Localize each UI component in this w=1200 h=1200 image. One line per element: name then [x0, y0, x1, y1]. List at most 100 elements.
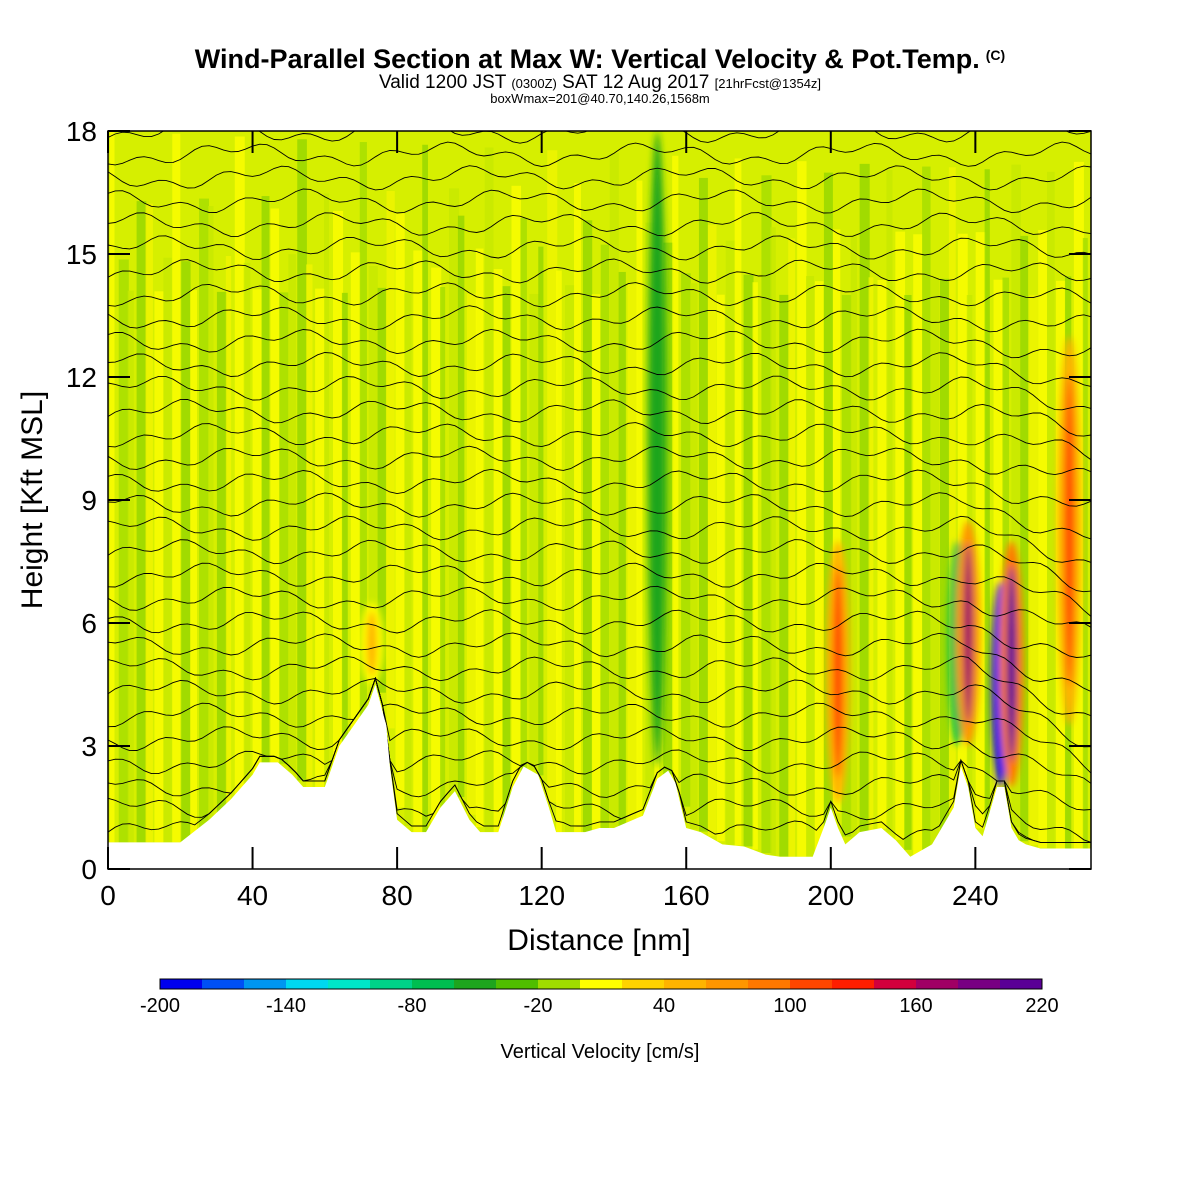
colorbar-swatch [580, 979, 623, 989]
velocity-band [457, 215, 465, 798]
theta-contour [108, 328, 1091, 359]
velocity-band [404, 293, 412, 826]
theta-contour [108, 235, 1091, 261]
velocity-band [743, 274, 754, 847]
velocity-band [823, 172, 833, 827]
velocity-band [957, 233, 968, 784]
colorbar-swatch [328, 979, 371, 989]
colorbar-swatch [706, 979, 749, 989]
colorbar-swatch [958, 979, 1001, 989]
velocity-band [422, 144, 428, 833]
velocity-band [520, 218, 527, 773]
velocity-band [1002, 277, 1010, 787]
velocity-band [725, 240, 736, 845]
velocity-band [636, 180, 643, 819]
velocity-band [431, 267, 442, 824]
velocity-band [172, 133, 181, 843]
velocity-band [850, 236, 857, 840]
theta-contour [108, 352, 1091, 387]
plot-area [108, 96, 1091, 869]
velocity-band [145, 203, 153, 843]
velocity-band [984, 169, 990, 830]
colorbar-tick-label: -20 [524, 995, 553, 1017]
colorbar-label: Vertical Velocity [cm/s] [501, 1041, 700, 1063]
velocity-band [565, 285, 575, 833]
velocity-plumes [359, 131, 1082, 804]
colorbar-swatch [160, 979, 203, 989]
chart-title: Wind-Parallel Section at Max W: Vertical… [0, 44, 1200, 75]
theta-contour [108, 422, 1091, 461]
theta-contour [108, 445, 1091, 476]
velocity-band [707, 224, 717, 837]
velocity-band [573, 183, 581, 833]
valid-prefix: Valid 1200 JST [378, 72, 507, 93]
x-tick-label: 120 [518, 880, 565, 911]
velocity-band [127, 290, 134, 843]
velocity-band [109, 131, 115, 843]
velocity-band [297, 139, 307, 781]
velocity-band [440, 287, 446, 809]
theta-contour [108, 609, 1091, 658]
theta-contour [108, 539, 1091, 593]
colorbar-swatch [1000, 979, 1043, 989]
colorbar-swatch [874, 979, 917, 989]
valid-time-line: Valid 1200 JST (0300Z) SAT 12 Aug 2017 [… [0, 72, 1200, 94]
colorbar-tick-label: 220 [1025, 995, 1058, 1017]
theta-contour [108, 676, 1091, 774]
velocity-band [770, 227, 776, 856]
theta-contour [108, 655, 1091, 717]
velocity-band [627, 284, 638, 823]
velocity-band [234, 136, 245, 795]
valid-utc: (0300Z) [511, 76, 557, 91]
velocity-band [734, 158, 742, 846]
colorbar-swatch [454, 979, 497, 989]
velocity-band [529, 293, 540, 770]
colorbar-swatch [496, 979, 539, 989]
velocity-band [475, 248, 484, 828]
colorbar-swatch [370, 979, 413, 989]
velocity-band [288, 254, 296, 772]
copyright-mark: (C) [985, 47, 1006, 63]
theta-contour [108, 282, 1091, 308]
theta-contour [108, 96, 1091, 120]
velocity-band [931, 278, 940, 845]
velocity-band [324, 193, 329, 787]
theta-contour [108, 141, 1091, 167]
velocity-band [377, 287, 386, 693]
colorbar: -200 -140 -80 -20 40 100 160 220 [140, 978, 1059, 1017]
x-tick-label: 160 [663, 880, 710, 911]
velocity-band [181, 261, 191, 842]
terrain-profile [108, 684, 1091, 869]
velocity-band [779, 294, 790, 857]
colorbar-swatch [622, 979, 665, 989]
theta-contour [108, 305, 1091, 333]
colorbar-swatch [916, 979, 959, 989]
velocity-band [216, 291, 228, 813]
velocity-band [368, 266, 378, 704]
velocity-band [154, 291, 164, 843]
velocity-band [136, 201, 147, 843]
velocity-band [609, 152, 619, 829]
velocity-band [279, 292, 289, 764]
x-tick-label: 240 [952, 880, 999, 911]
velocity-band [948, 167, 956, 816]
theta-contour [108, 562, 1091, 617]
axes: 0 40 80 120 160 200 240 0 3 6 9 12 15 18 [66, 116, 1091, 911]
velocity-band [413, 250, 424, 833]
y-tick-label: 0 [81, 854, 97, 885]
y-tick-label: 9 [81, 485, 97, 516]
velocity-band [199, 198, 209, 828]
box-wmax-subtitle: boxWmax=201@40.70,140.26,1568m [490, 91, 710, 106]
colorbar-tick-label: -200 [140, 995, 180, 1017]
velocity-field-bands [109, 131, 1088, 857]
velocity-band [538, 246, 544, 776]
velocity-band [868, 277, 874, 831]
colorbar-swatch [832, 979, 875, 989]
velocity-band [752, 282, 758, 850]
colorbar-tick-label: -140 [266, 995, 306, 1017]
theta-contour [108, 375, 1091, 411]
chart-title-text: Wind-Parallel Section at Max W: Vertical… [194, 44, 980, 74]
velocity-band [1082, 237, 1088, 849]
y-tick-label: 18 [66, 116, 97, 147]
